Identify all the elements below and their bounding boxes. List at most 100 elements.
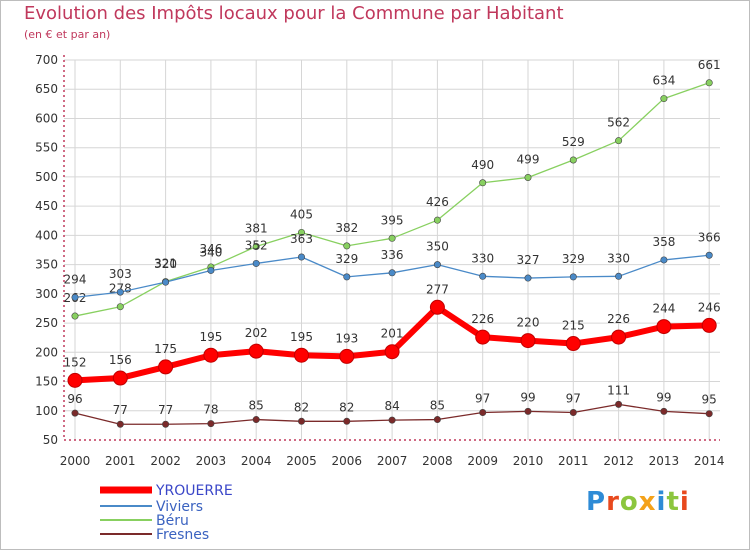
data-label: 529 — [562, 135, 585, 149]
data-label: 244 — [652, 302, 675, 316]
data-point — [615, 400, 623, 408]
y-tick-label: 300 — [35, 287, 58, 301]
data-label: 99 — [656, 390, 671, 404]
data-label: 246 — [698, 300, 721, 314]
data-point — [429, 299, 445, 315]
data-label: 366 — [698, 230, 721, 244]
data-label: 363 — [290, 232, 313, 246]
data-point — [569, 156, 577, 164]
data-point — [520, 333, 536, 349]
data-label: 350 — [426, 240, 449, 254]
data-point — [615, 137, 623, 145]
data-point — [388, 234, 396, 242]
legend-label: YROUERRE — [155, 483, 233, 499]
data-label: 426 — [426, 195, 449, 209]
data-label: 78 — [203, 403, 218, 417]
x-tick-label: 2014 — [694, 454, 725, 468]
data-label: 220 — [517, 316, 540, 330]
data-point — [339, 348, 355, 364]
data-label: 382 — [335, 221, 358, 235]
x-tick-label: 2010 — [513, 454, 544, 468]
data-label: 330 — [607, 251, 630, 265]
data-label: 97 — [475, 392, 490, 406]
data-point — [705, 410, 713, 418]
data-label: 661 — [698, 58, 721, 72]
data-point — [524, 274, 532, 282]
data-point — [252, 259, 260, 267]
data-label: 215 — [562, 319, 585, 333]
data-point — [207, 266, 215, 274]
data-point — [158, 359, 174, 375]
data-point — [479, 272, 487, 280]
data-point — [384, 344, 400, 360]
data-label: 336 — [381, 248, 404, 262]
x-tick-label: 2000 — [60, 454, 91, 468]
data-point — [479, 409, 487, 417]
data-point — [252, 242, 260, 250]
x-tick-label: 2003 — [196, 454, 227, 468]
y-tick-label: 550 — [35, 141, 58, 155]
data-point — [71, 293, 79, 301]
data-label: 562 — [607, 116, 630, 130]
data-point — [433, 216, 441, 224]
data-label: 321 — [154, 257, 177, 271]
x-tick-label: 2004 — [241, 454, 272, 468]
y-tick-label: 600 — [35, 111, 58, 125]
data-label: 303 — [109, 267, 132, 281]
data-label: 82 — [294, 400, 309, 414]
data-point — [660, 407, 668, 415]
y-tick-label: 500 — [35, 170, 58, 184]
data-point — [116, 420, 124, 428]
data-point — [67, 372, 83, 388]
y-tick-label: 200 — [35, 345, 58, 359]
data-label: 499 — [517, 153, 540, 167]
data-point — [203, 347, 219, 363]
data-point — [611, 329, 627, 345]
data-label: 277 — [426, 282, 449, 296]
x-tick-label: 2012 — [603, 454, 634, 468]
data-point — [701, 317, 717, 333]
data-point — [162, 420, 170, 428]
data-label: 111 — [607, 383, 630, 397]
data-label: 96 — [67, 392, 82, 406]
data-point — [343, 242, 351, 250]
data-point — [248, 343, 264, 359]
x-tick-label: 2001 — [105, 454, 136, 468]
data-point — [433, 416, 441, 424]
data-label: 294 — [64, 272, 87, 286]
data-point — [116, 288, 124, 296]
data-point — [433, 261, 441, 269]
data-label: 346 — [199, 242, 222, 256]
legend-label: Fresnes — [156, 527, 209, 543]
data-point — [297, 417, 305, 425]
data-point — [705, 79, 713, 87]
x-tick-label: 2013 — [649, 454, 680, 468]
data-point — [116, 303, 124, 311]
data-label: 85 — [430, 399, 445, 413]
y-tick-label: 650 — [35, 82, 58, 96]
data-point — [569, 409, 577, 417]
data-label: 358 — [652, 235, 675, 249]
data-point — [388, 269, 396, 277]
data-label: 193 — [335, 331, 358, 345]
data-point — [343, 273, 351, 281]
data-label: 97 — [566, 392, 581, 406]
data-point — [524, 174, 532, 182]
data-label: 490 — [471, 158, 494, 172]
data-label: 99 — [520, 390, 535, 404]
data-point — [294, 347, 309, 363]
data-point — [343, 417, 351, 425]
chart-title: Evolution des Impôts locaux pour la Comm… — [24, 3, 564, 24]
data-label: 226 — [607, 312, 630, 326]
y-tick-label: 450 — [35, 199, 58, 213]
data-label: 152 — [64, 355, 87, 369]
data-label: 202 — [245, 326, 268, 340]
data-label: 195 — [290, 330, 313, 344]
y-tick-label: 400 — [35, 228, 58, 242]
data-label: 395 — [381, 213, 404, 227]
x-tick-label: 2011 — [558, 454, 589, 468]
x-tick-label: 2008 — [422, 454, 453, 468]
data-point — [297, 228, 305, 236]
